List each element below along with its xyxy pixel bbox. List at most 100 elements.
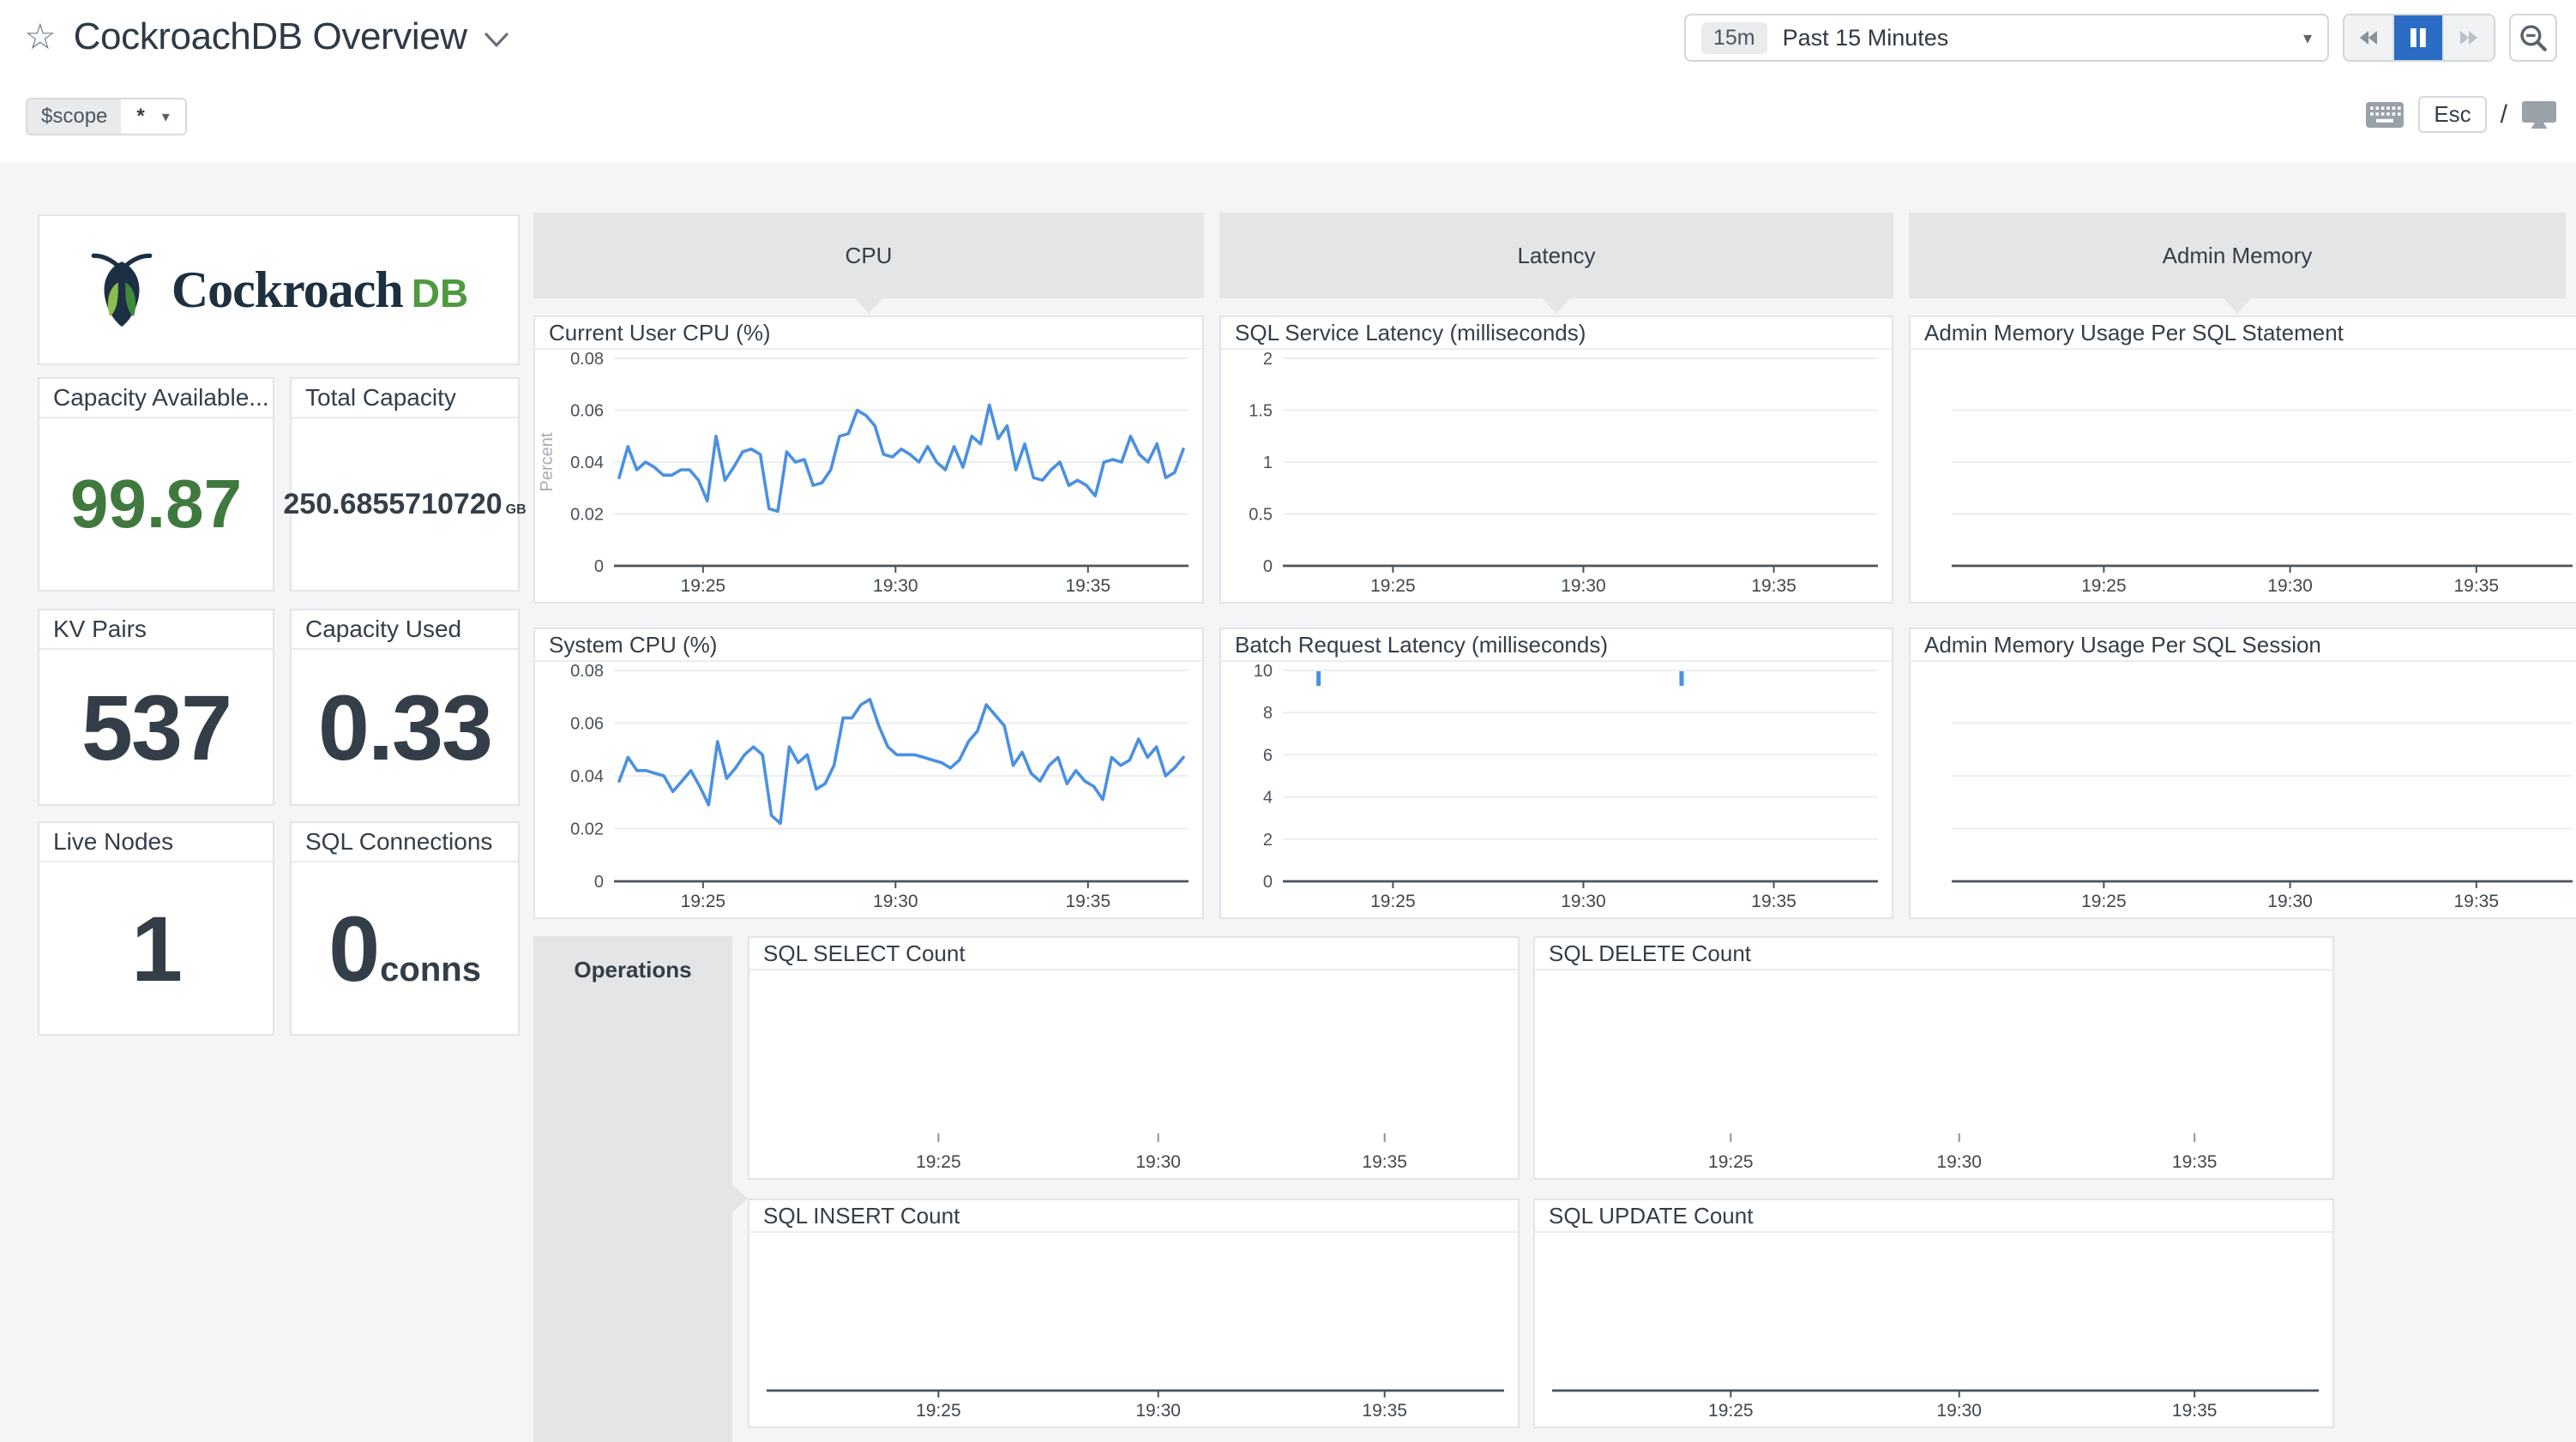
chart-plot-area[interactable]: 0 0.5 1 1.5 2 19:25 19:30 19:35 — [1221, 350, 1892, 602]
svg-text:19:30: 19:30 — [1561, 576, 1606, 596]
stat-value: 0 conns — [328, 896, 481, 1000]
chart-system-cpu[interactable]: System CPU (%) 0 0.02 0.04 0.06 0.08 19:25 19:… — [533, 628, 1204, 919]
stat-value: 537 — [81, 675, 232, 779]
chart-plot-area[interactable]: 19:25 19:30 19:35 — [1535, 970, 2332, 1178]
wordmark-text: Cockroach — [171, 261, 404, 318]
template-variable-selected: * — [136, 105, 145, 128]
favorite-star-icon[interactable]: ☆ — [24, 16, 57, 57]
chart-admin-memory-per-sql-session[interactable]: Admin Memory Usage Per SQL Session 19:25… — [1909, 628, 2576, 919]
svg-text:19:35: 19:35 — [1065, 576, 1110, 596]
svg-text:19:30: 19:30 — [1936, 1152, 1982, 1172]
stat-title: KV Pairs — [39, 610, 273, 650]
chart-plot-area[interactable]: 19:25 19:30 19:35 — [749, 970, 1518, 1178]
chart-plot-area[interactable]: 19:25 19:30 19:35 — [1911, 350, 2576, 602]
chevron-down-icon[interactable] — [485, 33, 509, 48]
chart-title: SQL INSERT Count — [749, 1200, 1518, 1233]
esc-button[interactable]: Esc — [2418, 96, 2487, 133]
dashboard-header: ☆ CockroachDB Overview — [24, 15, 509, 58]
svg-text:1: 1 — [1263, 454, 1273, 472]
svg-text:19:30: 19:30 — [873, 892, 918, 911]
stat-value: 99.87 — [69, 466, 243, 542]
svg-text:19:30: 19:30 — [1936, 1401, 1982, 1421]
chart-title: Admin Memory Usage Per SQL Statement — [1911, 317, 2576, 350]
zoom-out-button[interactable] — [2509, 14, 2557, 62]
svg-text:19:25: 19:25 — [681, 576, 726, 596]
stat-card-sql-connections[interactable]: SQL Connections 0 conns — [290, 821, 520, 1036]
chart-title: SQL SELECT Count — [749, 938, 1518, 970]
template-variable-value: * ▾ — [121, 99, 185, 134]
svg-text:0.5: 0.5 — [1249, 506, 1273, 525]
group-header-operations[interactable]: Operations — [533, 936, 748, 1442]
fast-forward-icon — [2460, 31, 2477, 45]
svg-text:19:25: 19:25 — [916, 1152, 961, 1172]
page-title[interactable]: CockroachDB Overview — [73, 15, 467, 57]
stat-card-live-nodes[interactable]: Live Nodes 1 — [38, 821, 274, 1036]
chart-title: SQL Service Latency (milliseconds) — [1221, 317, 1892, 350]
group-notch — [853, 297, 884, 314]
caret-down-icon: ▾ — [161, 107, 170, 125]
svg-text:19:25: 19:25 — [1370, 576, 1416, 596]
chart-plot-area[interactable]: 0 0.02 0.04 0.06 0.08 19:25 19:30 19:35 — [535, 662, 1202, 917]
chart-sql-insert-count[interactable]: SQL INSERT Count 19:25 19:30 19:35 — [748, 1199, 1520, 1428]
chart-batch-request-latency[interactable]: Batch Request Latency (milliseconds) 0 2 4… — [1219, 628, 1893, 919]
svg-text:4: 4 — [1263, 789, 1273, 808]
chart-current-user-cpu[interactable]: Current User CPU (%) 0 0.02 0.04 0.06 0.08 19… — [533, 315, 1204, 604]
fast-forward-button[interactable] — [2444, 15, 2494, 60]
chart-sql-update-count[interactable]: SQL UPDATE Count 19:25 19:30 19:35 — [1533, 1199, 2334, 1428]
group-label: Latency — [1517, 243, 1596, 268]
fullscreen-tv-icon[interactable] — [2521, 100, 2557, 129]
group-notch — [731, 1183, 748, 1214]
chart-sql-select-count[interactable]: SQL SELECT Count 19:25 19:30 19:35 — [748, 936, 1520, 1180]
stat-card-total-capacity[interactable]: Total Capacity 250.6855710720 GB — [283, 377, 527, 592]
group-header-cpu[interactable]: CPU — [533, 213, 1204, 314]
group-header-admin-memory[interactable]: Admin Memory — [1909, 213, 2566, 314]
pause-button[interactable] — [2394, 15, 2444, 60]
template-variable-scope[interactable]: $scope * ▾ — [26, 98, 187, 135]
svg-text:19:30: 19:30 — [873, 576, 918, 596]
rewind-icon — [2360, 31, 2377, 45]
svg-text:19:35: 19:35 — [2172, 1152, 2218, 1172]
stat-card-capacity-available[interactable]: Capacity Available... 99.87 — [38, 377, 274, 592]
rewind-button[interactable] — [2344, 15, 2394, 60]
svg-text:0.04: 0.04 — [570, 767, 604, 786]
keyboard-icon[interactable] — [2365, 101, 2404, 129]
svg-text:0.04: 0.04 — [570, 454, 604, 472]
wordmark-db-text: DB — [411, 270, 469, 315]
svg-text:10: 10 — [1254, 662, 1273, 681]
stat-card-capacity-used[interactable]: Capacity Used 0.33 — [290, 609, 520, 806]
chart-title: Current User CPU (%) — [535, 317, 1202, 350]
chart-sql-delete-count[interactable]: SQL DELETE Count 19:25 19:30 19:35 — [1533, 936, 2334, 1180]
chart-title: Admin Memory Usage Per SQL Session — [1911, 629, 2576, 662]
chart-plot-area[interactable]: 0 0.02 0.04 0.06 0.08 19:25 19:30 19:35 Percent — [535, 350, 1202, 602]
chart-sql-service-latency[interactable]: SQL Service Latency (milliseconds) 0 0.5 1… — [1219, 315, 1893, 604]
group-header-latency[interactable]: Latency — [1219, 213, 1893, 314]
chart-plot-area[interactable]: 19:25 19:30 19:35 — [1535, 1233, 2332, 1427]
time-range-label: Past 15 Minutes — [1782, 24, 1949, 51]
svg-text:19:25: 19:25 — [2081, 576, 2127, 596]
chart-plot-area[interactable]: 0 2 4 6 8 10 19:25 19:30 19:35 — [1221, 662, 1892, 917]
svg-text:19:25: 19:25 — [916, 1401, 961, 1421]
chart-plot-area[interactable]: 19:25 19:30 19:35 — [1911, 662, 2576, 917]
svg-text:19:30: 19:30 — [1135, 1152, 1181, 1172]
slash-separator: / — [2500, 99, 2507, 129]
template-variable-name: $scope — [27, 99, 122, 134]
chart-plot-area[interactable]: 19:25 19:30 19:35 — [749, 1233, 1518, 1427]
chart-title: Batch Request Latency (milliseconds) — [1221, 629, 1892, 662]
chart-admin-memory-per-sql-statement[interactable]: Admin Memory Usage Per SQL Statement 19:… — [1909, 315, 2576, 604]
svg-text:19:35: 19:35 — [1362, 1401, 1407, 1421]
svg-text:0: 0 — [594, 557, 604, 576]
stat-unit: GB — [505, 502, 527, 517]
svg-text:0.02: 0.02 — [570, 506, 604, 525]
time-range-picker[interactable]: 15m Past 15 Minutes ▾ — [1684, 14, 2329, 62]
stat-value: 0.33 — [317, 675, 493, 779]
chart-title: System CPU (%) — [535, 629, 1202, 662]
svg-text:19:30: 19:30 — [1135, 1401, 1181, 1421]
dropdown-caret-icon: ▾ — [2302, 28, 2312, 48]
svg-text:1.5: 1.5 — [1249, 402, 1273, 421]
zoom-out-icon — [2520, 25, 2547, 51]
stat-card-kv-pairs[interactable]: KV Pairs 537 — [38, 609, 274, 806]
group-notch — [1541, 297, 1572, 314]
cockroachdb-logo-card[interactable]: Cockroach DB — [38, 214, 520, 365]
cockroach-bug-icon — [91, 253, 153, 327]
time-toolbar: 15m Past 15 Minutes ▾ — [1684, 14, 2557, 62]
